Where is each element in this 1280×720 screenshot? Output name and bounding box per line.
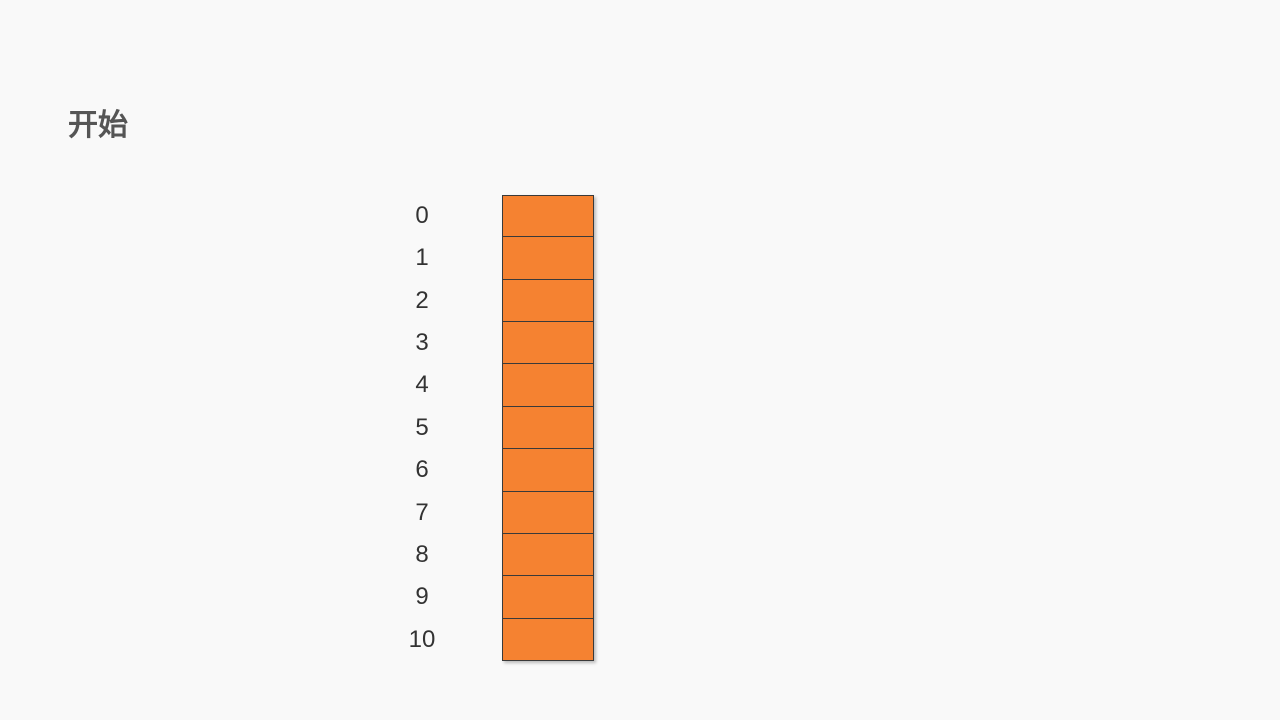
array-cell — [502, 491, 594, 534]
array-index-label: 10 — [408, 625, 436, 653]
array-row: 4 — [415, 364, 594, 407]
array-index-label: 1 — [415, 244, 429, 272]
array-cell — [502, 576, 594, 619]
array-row: 7 — [415, 491, 594, 534]
array-row: 6 — [415, 449, 594, 492]
array-index-label: 3 — [415, 329, 429, 357]
array-index-label: 7 — [415, 498, 429, 526]
array-index-label: 0 — [415, 202, 429, 229]
array-row: 8 — [415, 533, 594, 577]
array-row: 1 — [415, 237, 594, 280]
array-cell — [502, 533, 594, 577]
array-cell — [502, 322, 594, 365]
array-row: 9 — [415, 576, 594, 619]
array-index-label: 2 — [415, 286, 429, 314]
array-row: 5 — [415, 406, 594, 450]
array-cell — [502, 364, 594, 407]
array-index-label: 8 — [415, 540, 429, 568]
array-index-label: 9 — [415, 583, 429, 611]
array-cell — [502, 279, 594, 323]
array-row: 3 — [415, 322, 594, 365]
array-cell — [502, 618, 594, 661]
array-row: 0 — [415, 195, 594, 238]
array-cell — [502, 237, 594, 280]
array-column: 0 1 2 3 4 5 6 7 8 9 10 — [409, 195, 594, 661]
array-row: 2 — [415, 279, 594, 323]
array-index-label: 6 — [415, 456, 429, 484]
array-index-label: 5 — [415, 413, 429, 441]
array-index-label: 4 — [415, 371, 429, 399]
array-cell — [502, 406, 594, 450]
array-row: 10 — [409, 618, 594, 661]
step-title: 开始 — [68, 108, 128, 143]
array-cell — [502, 449, 594, 492]
array-cell — [502, 195, 594, 238]
